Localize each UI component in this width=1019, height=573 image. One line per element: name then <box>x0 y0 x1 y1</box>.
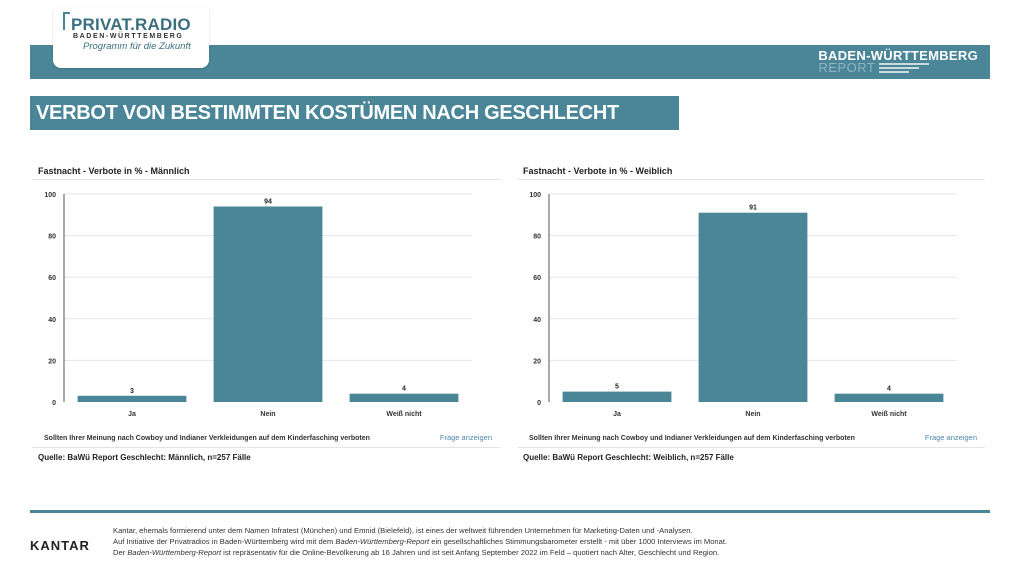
y-tick-label: 20 <box>48 358 56 365</box>
x-tick-label: Ja <box>128 411 136 418</box>
data-label: 91 <box>749 205 757 212</box>
bar-ja <box>562 391 672 402</box>
footer-text: Kantar, ehemals formierend unter dem Nam… <box>113 525 727 558</box>
data-label: 4 <box>402 386 406 393</box>
privat-radio-logo: PRIVAT.RADIO BADEN-WÜRTTEMBERG Programm … <box>53 8 209 68</box>
y-tick-label: 0 <box>537 400 541 407</box>
x-tick-label: Weiß nicht <box>871 411 907 418</box>
logo-main-text: PRIVAT.RADIO <box>71 15 191 34</box>
page-title: VERBOT VON BESTIMMTEN KOSTÜMEN NACH GESC… <box>30 96 679 130</box>
y-tick-label: 40 <box>48 317 56 324</box>
x-tick-label: Weiß nicht <box>386 411 422 418</box>
frage-anzeigen-link[interactable]: Frage anzeigen <box>924 433 977 442</box>
divider <box>517 447 985 448</box>
data-label: 4 <box>887 386 891 393</box>
bar-chart-maennlich: 0 20 40 60 80 100 3 Ja 94 Nein 4 Weiß nicht <box>44 192 472 418</box>
bw-report-subtitle: REPORT <box>818 60 876 75</box>
x-tick-label: Ja <box>613 411 621 418</box>
divider <box>32 179 500 180</box>
y-tick-label: 100 <box>529 192 541 199</box>
data-label: 94 <box>264 198 272 205</box>
y-tick-label: 0 <box>52 400 56 407</box>
data-label: 3 <box>130 388 134 395</box>
divider <box>517 179 985 180</box>
logo-tagline: Programm für die Zukunft <box>83 41 191 52</box>
question-text: Sollten Ihrer Meinung nach Cowboy und In… <box>529 435 855 442</box>
footer-divider <box>30 510 990 513</box>
divider <box>32 447 500 448</box>
bar-weiß-nicht <box>834 393 944 402</box>
y-tick-label: 80 <box>533 234 541 241</box>
bw-report-title: BADEN-WÜRTTEMBERG <box>818 48 978 63</box>
bar-ja <box>77 395 187 402</box>
bar-chart-weiblich: 0 20 40 60 80 100 5 Ja 91 Nein 4 Weiß nicht <box>529 192 957 418</box>
chart-panel-maennlich: Fastnacht - Verbote in % - Männlich 0 20 4… <box>32 158 502 468</box>
x-tick-label: Nein <box>745 411 760 418</box>
y-tick-label: 20 <box>533 358 541 365</box>
source-text: Quelle: BaWü Report Geschlecht: Männlich… <box>38 453 251 462</box>
y-tick-label: 100 <box>44 192 56 199</box>
footer-line-2: Auf Initiative der Privatradios in Baden… <box>113 537 728 546</box>
bar-weiß-nicht <box>349 393 459 402</box>
bw-report-logo: BADEN-WÜRTTEMBERG REPORT <box>818 48 978 74</box>
y-tick-label: 60 <box>48 275 56 282</box>
y-tick-label: 60 <box>533 275 541 282</box>
bar-nein <box>213 206 323 402</box>
footer-line-3: Der Baden-Württemberg-Report ist repräse… <box>113 548 720 557</box>
kantar-logo: KANTAR <box>30 538 90 553</box>
chart-title: Fastnacht - Verbote in % - Männlich <box>38 166 190 176</box>
frage-anzeigen-link[interactable]: Frage anzeigen <box>439 433 492 442</box>
data-label: 5 <box>615 384 619 391</box>
y-tick-label: 40 <box>533 317 541 324</box>
logo-sub-text: BADEN-WÜRTTEMBERG <box>73 33 184 40</box>
source-text: Quelle: BaWü Report Geschlecht: Weiblich… <box>523 453 734 462</box>
report-lines-icon <box>879 63 930 73</box>
x-tick-label: Nein <box>260 411 275 418</box>
question-text: Sollten Ihrer Meinung nach Cowboy und In… <box>44 435 370 442</box>
bar-nein <box>698 212 808 402</box>
chart-panel-weiblich: Fastnacht - Verbote in % - Weiblich 0 20 4… <box>517 158 987 468</box>
logo-bracket-icon <box>63 12 70 30</box>
footer-line-1: Kantar, ehemals formierend unter dem Nam… <box>113 526 693 535</box>
y-tick-label: 80 <box>48 234 56 241</box>
chart-title: Fastnacht - Verbote in % - Weiblich <box>523 166 673 176</box>
